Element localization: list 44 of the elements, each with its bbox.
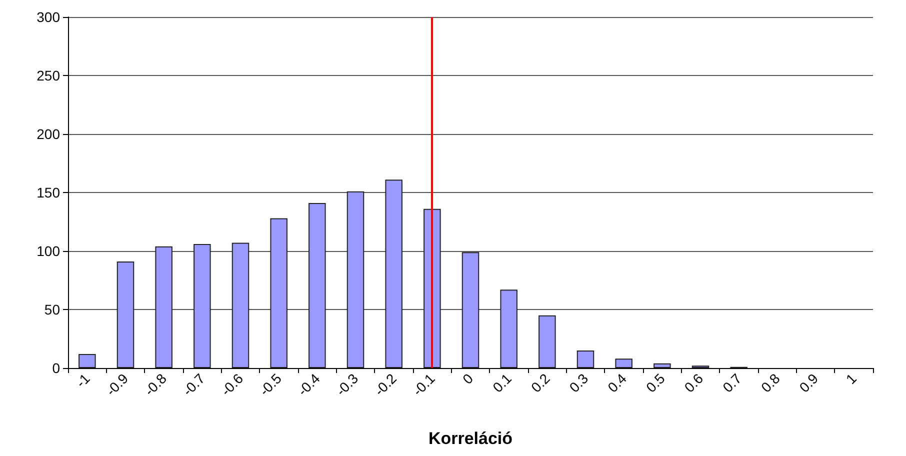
- x-tick-label: -0.1: [409, 370, 438, 399]
- bar: [194, 244, 211, 368]
- bar: [615, 358, 632, 368]
- bar: [155, 246, 172, 368]
- x-tick-label: -0.5: [256, 370, 285, 399]
- bar: [78, 354, 96, 368]
- y-tick-label: 300: [36, 9, 60, 25]
- x-tick-label: 0.6: [681, 370, 706, 396]
- y-tick-label: 100: [36, 243, 60, 259]
- y-tick-label: 50: [44, 302, 60, 318]
- x-axis-title: Korreláció: [428, 429, 513, 448]
- x-tick-label: -0.3: [332, 370, 362, 399]
- x-tick-label: 0.5: [642, 370, 668, 396]
- x-tick-label: 0.9: [796, 370, 822, 396]
- bar: [232, 242, 250, 368]
- x-tick-label: 0.1: [489, 370, 515, 396]
- bar: [346, 191, 364, 368]
- x-tick-label: -0.7: [179, 370, 208, 399]
- bar: [538, 315, 556, 368]
- x-tick-label: 0.8: [758, 370, 783, 396]
- y-tick-label: 150: [36, 184, 60, 200]
- x-tick-label: 1: [842, 370, 860, 388]
- bar: [116, 262, 134, 368]
- bar: [270, 218, 288, 368]
- x-tick-label: -0.9: [102, 370, 132, 399]
- x-tick-label: -1: [72, 370, 93, 390]
- x-tick-label: -0.6: [218, 370, 246, 399]
- y-tick-label: 250: [36, 68, 60, 84]
- bar: [576, 350, 594, 368]
- x-tick-label: -0.8: [141, 370, 170, 399]
- x-tick-label: 0: [459, 370, 476, 388]
- bar: [308, 203, 326, 368]
- x-tick-label: 0.2: [528, 370, 553, 396]
- x-tick-label: 0.4: [604, 370, 630, 396]
- bar: [462, 252, 480, 368]
- bar: [500, 290, 518, 368]
- y-tick-label: 200: [36, 126, 60, 142]
- x-tick-label: 0.7: [719, 370, 745, 396]
- bar: [654, 363, 671, 368]
- x-tick-label: 0.3: [566, 370, 592, 396]
- y-tick-label: 0: [52, 360, 60, 376]
- x-tick-label: -0.4: [294, 370, 323, 399]
- bar: [385, 180, 402, 368]
- x-tick-label: -0.2: [371, 370, 400, 399]
